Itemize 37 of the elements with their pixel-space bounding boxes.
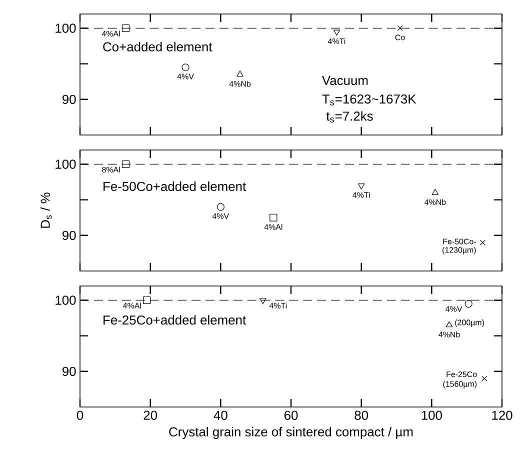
annotation: Co+added element xyxy=(103,42,212,52)
y-tick-label: 100 xyxy=(56,296,76,305)
point xyxy=(143,296,151,304)
y-tick-label: 100 xyxy=(56,160,76,169)
point xyxy=(480,240,486,246)
x-tick-label: 40 xyxy=(214,410,228,420)
y-axis-title: D$_{s}$ / % xyxy=(40,192,52,228)
point xyxy=(122,160,130,168)
x-tick-label: 100 xyxy=(422,410,442,420)
point xyxy=(182,64,190,72)
point xyxy=(464,300,472,308)
annotation: T$_{s}$=1623~1673K xyxy=(322,94,416,106)
annotation: Fe-50Co+added element xyxy=(104,182,246,192)
point xyxy=(397,25,403,31)
y-tick-label: 90 xyxy=(62,366,76,376)
point xyxy=(333,30,340,36)
point xyxy=(432,188,439,195)
y-tick-label: 90 xyxy=(62,230,76,240)
x-tick-label: 80 xyxy=(354,410,368,420)
point xyxy=(270,214,278,222)
annotation: t$_{s}$=7.2ks xyxy=(326,111,373,122)
point xyxy=(122,24,130,32)
point xyxy=(482,376,488,382)
y-tick-label: 100 xyxy=(56,24,76,33)
x-tick-label: 120 xyxy=(492,410,512,420)
x-axis-title: Crystal grain size of sintered compact / µm xyxy=(169,426,413,439)
point xyxy=(358,184,365,190)
point xyxy=(446,321,453,328)
x-tick-label: 0 xyxy=(76,410,84,420)
point xyxy=(216,203,224,211)
x-tick-label: 20 xyxy=(144,410,158,420)
x-tick-label: 60 xyxy=(284,410,298,420)
y-tick-label: 90 xyxy=(62,94,76,104)
point xyxy=(236,70,244,77)
annotation: Vacuum xyxy=(322,76,368,86)
annotation: Fe-25Co+added element xyxy=(104,315,246,325)
point xyxy=(260,298,266,304)
